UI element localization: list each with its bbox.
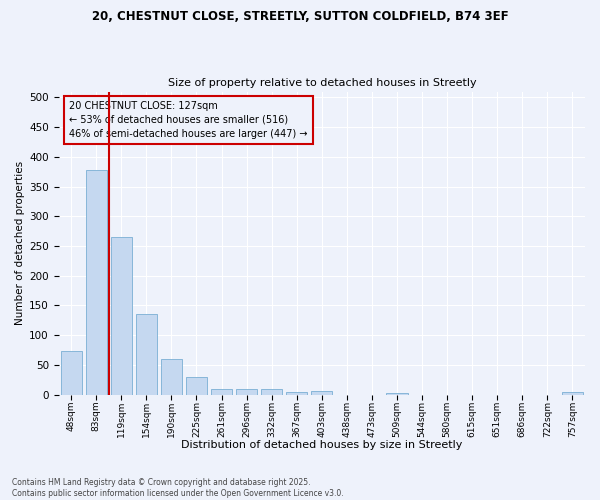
Bar (86, 170, 107, 394)
Bar (386, 393, 407, 394)
Bar (286, 392, 307, 394)
Bar (236, 388, 257, 394)
Bar (211, 388, 232, 394)
Bar (161, 359, 182, 394)
Text: 20, CHESTNUT CLOSE, STREETLY, SUTTON COLDFIELD, B74 3EF: 20, CHESTNUT CLOSE, STREETLY, SUTTON COL… (92, 10, 508, 23)
Bar (186, 378, 207, 394)
Y-axis label: Number of detached properties: Number of detached properties (15, 161, 25, 325)
Bar (311, 391, 332, 394)
Bar (136, 314, 157, 394)
Bar (562, 392, 583, 394)
Bar (261, 388, 283, 394)
Text: 20 CHESTNUT CLOSE: 127sqm
← 53% of detached houses are smaller (516)
46% of semi: 20 CHESTNUT CLOSE: 127sqm ← 53% of detac… (69, 100, 308, 138)
Bar (110, 237, 132, 394)
X-axis label: Distribution of detached houses by size in Streetly: Distribution of detached houses by size … (181, 440, 463, 450)
Title: Size of property relative to detached houses in Streetly: Size of property relative to detached ho… (167, 78, 476, 88)
Text: Contains HM Land Registry data © Crown copyright and database right 2025.
Contai: Contains HM Land Registry data © Crown c… (12, 478, 344, 498)
Bar (61, 351, 82, 395)
